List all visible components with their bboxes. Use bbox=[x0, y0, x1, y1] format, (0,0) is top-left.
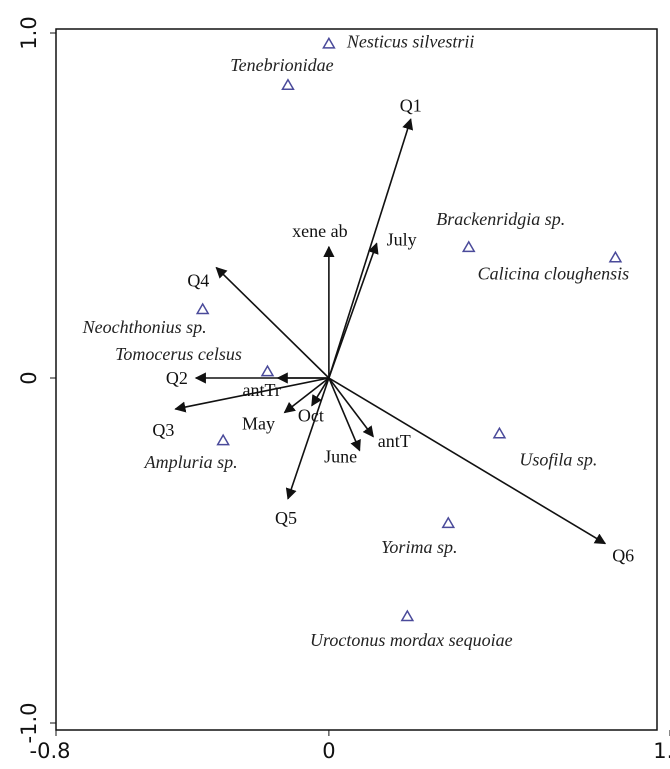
vector-label: June bbox=[324, 447, 357, 467]
species-label: Yorima sp. bbox=[381, 537, 457, 557]
vector-arrow bbox=[328, 377, 607, 545]
vector-label: antTr bbox=[243, 380, 281, 400]
vector-label: xene ab bbox=[292, 221, 347, 241]
plot-frame bbox=[55, 28, 658, 731]
vector-label: antT bbox=[378, 431, 411, 451]
y-tick-label: 0 bbox=[17, 371, 41, 384]
species-point bbox=[441, 516, 456, 529]
vector-label: Q6 bbox=[612, 546, 634, 566]
y-tick-label: 1.0 bbox=[17, 16, 41, 49]
vector-label: Q1 bbox=[400, 95, 422, 115]
species-point bbox=[281, 78, 295, 90]
species-point bbox=[195, 302, 210, 315]
vector-arrow bbox=[283, 377, 330, 414]
vector-arrow bbox=[215, 266, 330, 379]
vector-label: May bbox=[242, 414, 275, 434]
species-point bbox=[400, 609, 415, 622]
vector-arrow bbox=[285, 377, 330, 500]
species-point bbox=[216, 433, 230, 446]
species-label: Tenebrionidae bbox=[230, 55, 333, 75]
species-point bbox=[461, 240, 476, 253]
vector-arrow bbox=[174, 377, 330, 413]
species-label: Usofila sp. bbox=[519, 449, 597, 469]
species-point bbox=[322, 36, 336, 49]
vector-label: Q5 bbox=[275, 508, 297, 528]
vector-arrow bbox=[328, 242, 379, 379]
vector-label: Q2 bbox=[166, 368, 188, 388]
species-label: Ampluria sp. bbox=[144, 452, 238, 472]
species-point bbox=[608, 250, 623, 263]
species-label: Uroctonus mordax sequoiae bbox=[310, 630, 513, 650]
vector-label: July bbox=[387, 230, 417, 250]
species-label: Tomocerus celsus bbox=[115, 344, 242, 364]
species-label: Nesticus silvestrii bbox=[346, 31, 475, 51]
species-label: Brackenridgia sp. bbox=[436, 209, 565, 229]
vector-label: Q4 bbox=[187, 271, 209, 291]
y-tick-label: -1.0 bbox=[17, 703, 41, 744]
species-point bbox=[260, 364, 275, 377]
x-tick-label: -0.8 bbox=[30, 739, 71, 763]
vector-arrow bbox=[328, 377, 361, 452]
species-label: Calicina cloughensis bbox=[478, 263, 630, 283]
vector-arrow bbox=[311, 377, 330, 407]
vector-arrow bbox=[328, 377, 374, 438]
vector-label: Oct bbox=[298, 406, 324, 426]
x-tick-label: 1.0 bbox=[653, 739, 670, 763]
vector-label: Q3 bbox=[152, 420, 174, 440]
species-point bbox=[492, 426, 507, 439]
x-tick-label: 0 bbox=[322, 739, 335, 763]
species-label: Neochthonius sp. bbox=[82, 317, 207, 337]
